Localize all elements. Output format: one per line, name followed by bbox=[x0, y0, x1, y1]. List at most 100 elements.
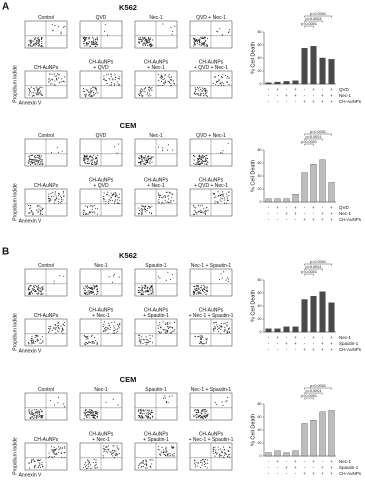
flow-dot bbox=[103, 330, 105, 332]
flow-dot bbox=[151, 286, 153, 288]
flow-dot bbox=[193, 42, 195, 44]
flow-dot bbox=[83, 43, 85, 45]
flow-dot bbox=[113, 194, 115, 196]
flow-dot bbox=[213, 327, 215, 329]
flow-dot bbox=[202, 415, 204, 417]
flow-dot bbox=[138, 339, 141, 341]
flow-dot bbox=[148, 409, 150, 411]
flow-dot bbox=[173, 455, 175, 457]
condition-sign: - bbox=[277, 93, 279, 98]
flow-dots bbox=[137, 144, 174, 166]
flow-dot bbox=[87, 335, 89, 338]
flow-dots bbox=[137, 191, 175, 215]
flow-dot bbox=[201, 464, 203, 466]
flow-dot bbox=[217, 331, 220, 333]
flow-dot bbox=[63, 275, 65, 277]
flow-dot bbox=[138, 415, 140, 417]
flow-dot bbox=[202, 42, 204, 44]
flow-dot bbox=[203, 95, 205, 97]
flow-dot bbox=[168, 74, 170, 76]
flow-dot bbox=[142, 293, 144, 295]
x-axis-label: Annexin V bbox=[19, 348, 42, 354]
plot-label: + Nec-1 + Spautin-1 bbox=[189, 313, 234, 319]
flow-dot bbox=[31, 413, 33, 415]
bar bbox=[274, 328, 281, 333]
flow-dot bbox=[54, 25, 56, 27]
flow-dot bbox=[96, 158, 98, 160]
flow-dot bbox=[31, 154, 33, 156]
flow-dot bbox=[140, 94, 142, 96]
flow-dot bbox=[172, 273, 174, 276]
flow-dot bbox=[167, 401, 169, 404]
flow-dot bbox=[37, 40, 39, 42]
flow-dot bbox=[140, 88, 142, 90]
flow-dot bbox=[148, 417, 150, 419]
flow-dot bbox=[85, 335, 87, 338]
flow-dot bbox=[90, 290, 93, 293]
flow-dot bbox=[197, 288, 199, 290]
flow-dot bbox=[150, 417, 152, 419]
condition-sign: + bbox=[285, 465, 288, 470]
plot-label: + QVD bbox=[93, 183, 109, 189]
flow-dot bbox=[63, 26, 65, 28]
flow-dot bbox=[159, 195, 161, 197]
flow-dot bbox=[85, 156, 88, 158]
flow-dot bbox=[220, 328, 222, 331]
flow-dot bbox=[27, 45, 29, 47]
condition-name: CH-AuNPs bbox=[339, 99, 362, 104]
section-title: K562 bbox=[119, 3, 137, 12]
flow-dot bbox=[162, 201, 164, 203]
flow-dot bbox=[88, 292, 90, 294]
y-tick-label: 60 bbox=[258, 415, 262, 419]
flow-dot bbox=[108, 450, 110, 452]
flow-dot bbox=[31, 336, 33, 338]
flow-dot bbox=[172, 31, 174, 33]
flow-dot bbox=[93, 458, 95, 460]
flow-dot bbox=[108, 325, 110, 327]
flow-dot bbox=[92, 290, 94, 292]
flow-dot bbox=[141, 156, 143, 158]
flow-dot bbox=[200, 37, 202, 39]
p-value: p<0.0001 bbox=[310, 384, 326, 388]
flow-dot bbox=[200, 95, 202, 97]
flow-dot bbox=[119, 199, 121, 201]
flow-dot bbox=[157, 146, 160, 148]
flow-dot bbox=[205, 45, 207, 47]
flow-dot bbox=[148, 45, 150, 47]
flow-dot bbox=[223, 323, 225, 325]
condition-sign: + bbox=[321, 471, 324, 476]
flow-dot bbox=[218, 279, 221, 281]
flow-dot bbox=[55, 198, 57, 200]
flow-dot bbox=[116, 324, 118, 326]
flow-dot bbox=[91, 163, 93, 165]
flow-dot bbox=[167, 198, 170, 200]
flow-dot bbox=[114, 79, 116, 81]
flow-dot bbox=[212, 192, 214, 194]
flow-dot bbox=[198, 94, 200, 96]
flow-dot bbox=[228, 454, 230, 456]
flow-dot bbox=[47, 195, 49, 197]
flow-dot bbox=[61, 78, 63, 80]
flow-dot bbox=[91, 205, 93, 207]
flow-dot bbox=[146, 158, 148, 160]
flow-dot bbox=[146, 40, 148, 42]
flow-dot bbox=[59, 448, 61, 450]
flow-dot bbox=[52, 450, 54, 452]
flow-dot bbox=[146, 343, 148, 345]
condition-sign: - bbox=[268, 217, 270, 222]
flow-dot bbox=[139, 161, 141, 164]
flow-dot bbox=[201, 335, 203, 337]
flow-dot bbox=[149, 287, 151, 289]
flow-dot bbox=[37, 211, 39, 213]
condition-sign: + bbox=[330, 459, 333, 464]
flow-dot bbox=[206, 467, 208, 469]
flow-dot bbox=[40, 293, 42, 296]
flow-dot bbox=[33, 159, 35, 161]
flow-dot bbox=[205, 342, 207, 344]
flow-dot bbox=[219, 326, 221, 328]
flow-dot bbox=[32, 212, 34, 214]
flow-dot bbox=[197, 211, 199, 213]
flow-dot bbox=[30, 45, 32, 47]
flow-dot bbox=[39, 154, 41, 156]
flow-dot bbox=[31, 409, 33, 411]
